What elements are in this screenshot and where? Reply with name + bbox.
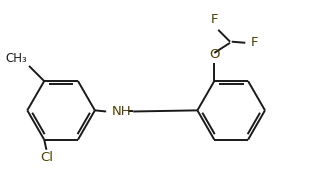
Text: NH: NH: [112, 105, 131, 118]
Text: F: F: [251, 36, 258, 49]
Text: CH₃: CH₃: [5, 52, 27, 65]
Text: Cl: Cl: [40, 151, 53, 164]
Text: O: O: [209, 48, 220, 61]
Text: F: F: [211, 13, 218, 26]
